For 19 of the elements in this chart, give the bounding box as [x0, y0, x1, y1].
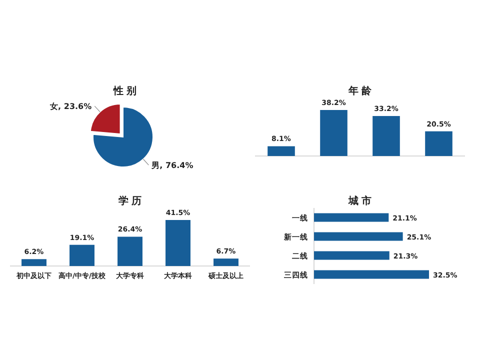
bar	[314, 251, 390, 260]
chart-title: 学 历	[118, 195, 142, 207]
chart-title: 城 市	[347, 195, 372, 207]
chart-title: 性 别	[112, 85, 137, 97]
slice-label: 男, 76.4%	[150, 161, 194, 170]
bar	[314, 213, 389, 222]
chart-title: 年 龄	[347, 85, 373, 97]
bar	[118, 236, 142, 266]
bar	[166, 220, 190, 266]
bar	[320, 110, 348, 156]
bar	[268, 146, 295, 156]
bar	[314, 232, 403, 241]
bar	[70, 244, 94, 266]
slice-label: 女, 23.6%	[49, 102, 92, 112]
bar	[214, 258, 238, 266]
bar	[314, 270, 429, 279]
bar	[372, 116, 400, 156]
bar	[22, 259, 46, 266]
bar	[425, 131, 452, 156]
